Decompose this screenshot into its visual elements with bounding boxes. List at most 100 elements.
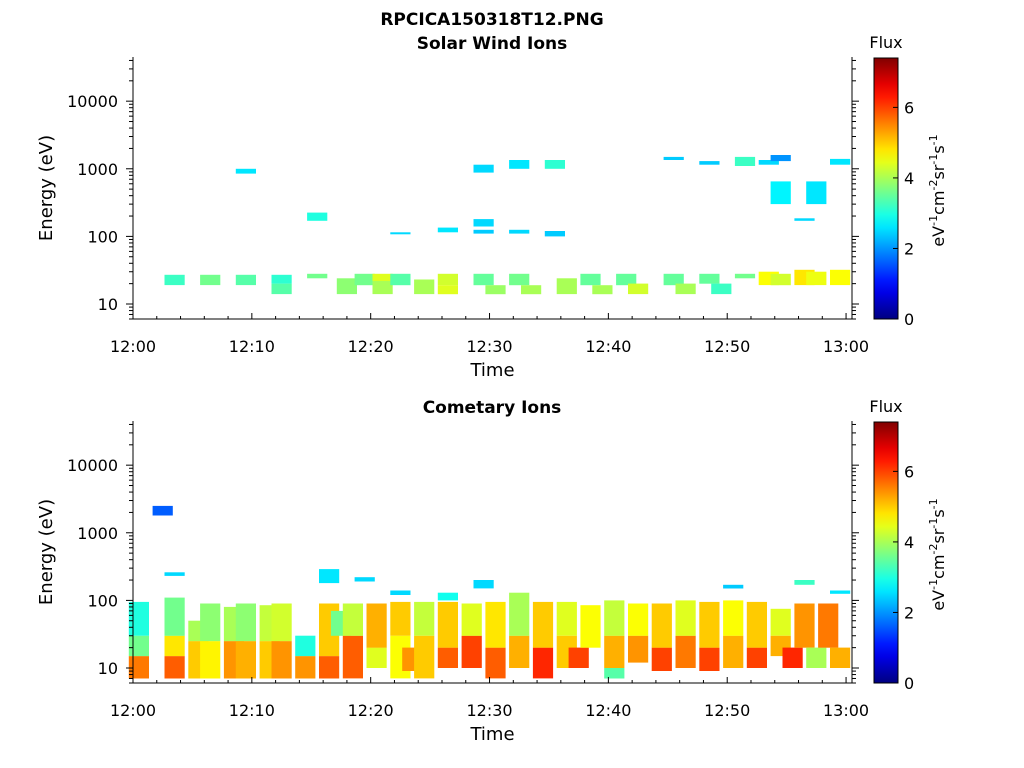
flux-cell xyxy=(830,590,851,594)
flux-cell xyxy=(271,274,292,284)
flux-cell xyxy=(675,600,696,636)
colorbar xyxy=(873,421,899,684)
flux-cell xyxy=(544,160,565,169)
flux-cell xyxy=(758,160,779,165)
flux-cell xyxy=(235,168,256,174)
flux-cell xyxy=(128,656,149,679)
flux-cell xyxy=(372,278,393,295)
y-tick-label: 1000 xyxy=(77,160,118,179)
flux-cell xyxy=(509,635,530,668)
flux-cell xyxy=(830,647,851,668)
flux-cell xyxy=(770,273,791,286)
flux-cell xyxy=(342,603,363,636)
flux-cell xyxy=(295,635,316,657)
flux-cell xyxy=(473,580,494,589)
flux-cell xyxy=(580,273,601,286)
flux-cell xyxy=(556,601,577,636)
flux-cell xyxy=(699,601,720,648)
flux-cell xyxy=(485,647,506,679)
x-tick-label: 12:00 xyxy=(110,701,156,720)
flux-cell xyxy=(414,635,435,679)
flux-cell xyxy=(164,274,185,286)
flux-cell xyxy=(473,219,494,227)
colorbar-tick-label: 0 xyxy=(904,674,914,693)
flux-cell xyxy=(235,274,256,286)
flux-cell xyxy=(699,161,720,165)
flux-cell xyxy=(390,590,411,595)
flux-cell xyxy=(307,273,328,279)
flux-cell xyxy=(372,273,393,281)
flux-cell xyxy=(770,608,791,636)
flux-cell xyxy=(354,577,375,582)
flux-cell xyxy=(461,603,482,636)
flux-cell xyxy=(164,597,185,636)
flux-cell xyxy=(628,603,649,636)
flux-cell xyxy=(437,227,458,233)
flux-cell xyxy=(604,600,625,636)
x-axis-label: Time xyxy=(469,360,514,381)
flux-cell xyxy=(271,641,292,679)
flux-cell xyxy=(830,158,851,165)
flux-cell xyxy=(651,603,672,648)
cometary-ions-title: Cometary Ions xyxy=(423,398,562,418)
solar-wind-ions-title: Solar Wind Ions xyxy=(417,34,568,54)
colorbar xyxy=(873,57,899,320)
colorbar-tick-label: 4 xyxy=(904,533,914,552)
x-tick-label: 12:10 xyxy=(229,701,275,720)
flux-cell xyxy=(366,603,387,648)
flux-cell xyxy=(628,635,649,663)
colorbar-unit-label: eV-1​cm-2​sr-1​s-1​ xyxy=(927,498,948,610)
flux-cell xyxy=(319,656,340,679)
y-axis-label: Energy (eV) xyxy=(36,135,57,241)
flux-cell xyxy=(580,605,601,648)
flux-cell xyxy=(806,647,827,668)
flux-cell xyxy=(437,285,458,295)
y-tick-label: 100 xyxy=(87,591,118,610)
flux-cell xyxy=(152,505,173,516)
flux-cell xyxy=(663,273,684,286)
flux-cell xyxy=(390,273,411,286)
flux-cell xyxy=(473,229,494,234)
flux-cell xyxy=(628,283,649,295)
flux-cell xyxy=(414,601,435,636)
colorbar-tick-label: 2 xyxy=(904,239,914,258)
flux-cell xyxy=(390,601,411,636)
flux-cell xyxy=(164,656,185,679)
flux-cell xyxy=(604,635,625,668)
flux-cell xyxy=(437,601,458,648)
x-tick-label: 12:40 xyxy=(585,701,631,720)
x-tick-label: 13:00 xyxy=(823,701,869,720)
flux-cell xyxy=(485,601,506,648)
flux-cell xyxy=(235,603,256,642)
flux-cell xyxy=(770,181,791,205)
flux-cell xyxy=(235,641,256,679)
flux-cell xyxy=(342,635,363,679)
flux-cell xyxy=(699,647,720,671)
y-axis-label: Energy (eV) xyxy=(36,499,57,605)
flux-cell xyxy=(128,601,149,636)
flux-cell xyxy=(414,279,435,295)
flux-cell xyxy=(271,603,292,642)
flux-cell xyxy=(592,285,613,295)
flux-cell xyxy=(485,285,506,295)
flux-cell xyxy=(200,274,221,286)
flux-cell xyxy=(164,572,185,576)
flux-cell xyxy=(473,273,494,286)
flux-cell xyxy=(723,600,744,636)
x-tick-label: 12:30 xyxy=(466,701,512,720)
flux-cell xyxy=(651,647,672,671)
x-axis-label: Time xyxy=(469,724,514,745)
flux-cell xyxy=(461,635,482,668)
y-tick-label: 100 xyxy=(87,227,118,246)
flux-cell xyxy=(770,155,791,162)
flux-cell xyxy=(663,156,684,160)
colorbar-tick-label: 6 xyxy=(904,462,914,481)
flux-cell xyxy=(723,635,744,668)
y-tick-label: 10000 xyxy=(67,456,118,475)
x-tick-label: 12:00 xyxy=(110,337,156,356)
colorbar-title: Flux xyxy=(869,33,902,52)
flux-cell xyxy=(794,218,815,221)
x-tick-label: 12:30 xyxy=(466,337,512,356)
x-tick-label: 12:10 xyxy=(229,337,275,356)
